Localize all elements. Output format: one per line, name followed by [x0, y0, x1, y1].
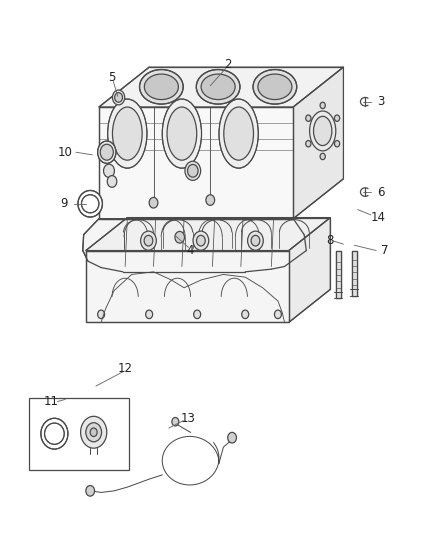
- Circle shape: [320, 154, 325, 160]
- Text: 8: 8: [327, 235, 334, 247]
- Circle shape: [251, 236, 260, 246]
- Ellipse shape: [145, 74, 178, 100]
- Circle shape: [306, 115, 311, 122]
- Ellipse shape: [41, 418, 68, 449]
- Circle shape: [228, 432, 237, 443]
- Ellipse shape: [45, 423, 64, 445]
- Ellipse shape: [107, 175, 117, 187]
- Polygon shape: [99, 67, 343, 107]
- Text: 3: 3: [377, 95, 384, 108]
- Circle shape: [115, 93, 123, 102]
- Circle shape: [206, 195, 215, 205]
- Polygon shape: [293, 67, 343, 219]
- Text: 12: 12: [118, 362, 133, 375]
- Circle shape: [335, 115, 340, 122]
- Circle shape: [306, 141, 311, 147]
- Circle shape: [90, 428, 97, 437]
- Ellipse shape: [162, 99, 201, 168]
- Polygon shape: [99, 107, 293, 219]
- Circle shape: [197, 236, 205, 246]
- Text: 10: 10: [58, 146, 73, 159]
- Circle shape: [175, 231, 184, 243]
- Text: 6: 6: [377, 185, 384, 199]
- Circle shape: [275, 310, 282, 319]
- Circle shape: [247, 231, 263, 250]
- Text: 11: 11: [43, 395, 58, 408]
- Circle shape: [98, 310, 105, 319]
- Polygon shape: [352, 251, 357, 296]
- Circle shape: [144, 236, 153, 246]
- Text: 2: 2: [224, 58, 231, 71]
- Ellipse shape: [140, 69, 183, 104]
- Ellipse shape: [253, 69, 297, 104]
- Text: 4: 4: [187, 244, 194, 257]
- Ellipse shape: [310, 111, 336, 151]
- Circle shape: [86, 486, 95, 496]
- Circle shape: [172, 417, 179, 426]
- Ellipse shape: [100, 144, 113, 160]
- Text: 5: 5: [108, 71, 116, 84]
- Circle shape: [335, 141, 340, 147]
- Ellipse shape: [167, 107, 197, 160]
- Ellipse shape: [81, 195, 99, 213]
- Text: 13: 13: [181, 411, 196, 424]
- Circle shape: [187, 165, 198, 177]
- Ellipse shape: [219, 99, 258, 168]
- Ellipse shape: [258, 74, 292, 100]
- Polygon shape: [83, 219, 306, 272]
- Ellipse shape: [314, 116, 332, 146]
- Circle shape: [146, 310, 152, 319]
- Polygon shape: [336, 251, 341, 298]
- Circle shape: [185, 161, 201, 180]
- Circle shape: [141, 231, 156, 250]
- Circle shape: [320, 102, 325, 109]
- Circle shape: [113, 90, 125, 105]
- Polygon shape: [289, 217, 330, 322]
- Ellipse shape: [196, 69, 240, 104]
- Text: 9: 9: [60, 197, 68, 211]
- Ellipse shape: [108, 99, 147, 168]
- Circle shape: [194, 310, 201, 319]
- Ellipse shape: [201, 74, 235, 100]
- Circle shape: [149, 197, 158, 208]
- FancyBboxPatch shape: [29, 398, 130, 470]
- Ellipse shape: [103, 164, 114, 177]
- Ellipse shape: [98, 141, 116, 164]
- Ellipse shape: [78, 190, 102, 217]
- Text: 14: 14: [371, 211, 386, 223]
- Ellipse shape: [224, 107, 254, 160]
- Circle shape: [242, 310, 249, 319]
- Ellipse shape: [113, 107, 142, 160]
- Polygon shape: [86, 251, 289, 322]
- Polygon shape: [86, 217, 330, 251]
- Circle shape: [193, 231, 209, 250]
- Circle shape: [86, 423, 102, 442]
- Circle shape: [81, 416, 107, 448]
- Text: 7: 7: [381, 244, 389, 257]
